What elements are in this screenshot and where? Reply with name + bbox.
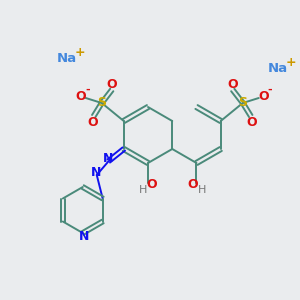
Text: S: S bbox=[97, 97, 106, 110]
Text: O: O bbox=[75, 89, 86, 103]
Text: O: O bbox=[87, 116, 98, 128]
Text: N: N bbox=[79, 230, 89, 242]
Text: +: + bbox=[285, 56, 296, 68]
Text: Na: Na bbox=[57, 52, 77, 64]
Text: N: N bbox=[91, 167, 101, 179]
Text: H: H bbox=[198, 185, 207, 195]
Text: S: S bbox=[238, 97, 247, 110]
Text: O: O bbox=[187, 178, 198, 190]
Text: H: H bbox=[139, 185, 147, 195]
Text: O: O bbox=[227, 79, 238, 92]
Text: N: N bbox=[103, 152, 113, 166]
Text: -: - bbox=[85, 85, 90, 95]
Text: O: O bbox=[258, 89, 269, 103]
Text: -: - bbox=[267, 85, 272, 95]
Text: O: O bbox=[246, 116, 257, 128]
Text: O: O bbox=[147, 178, 157, 190]
Text: +: + bbox=[74, 46, 85, 59]
Text: Na: Na bbox=[268, 61, 288, 74]
Text: O: O bbox=[106, 79, 117, 92]
